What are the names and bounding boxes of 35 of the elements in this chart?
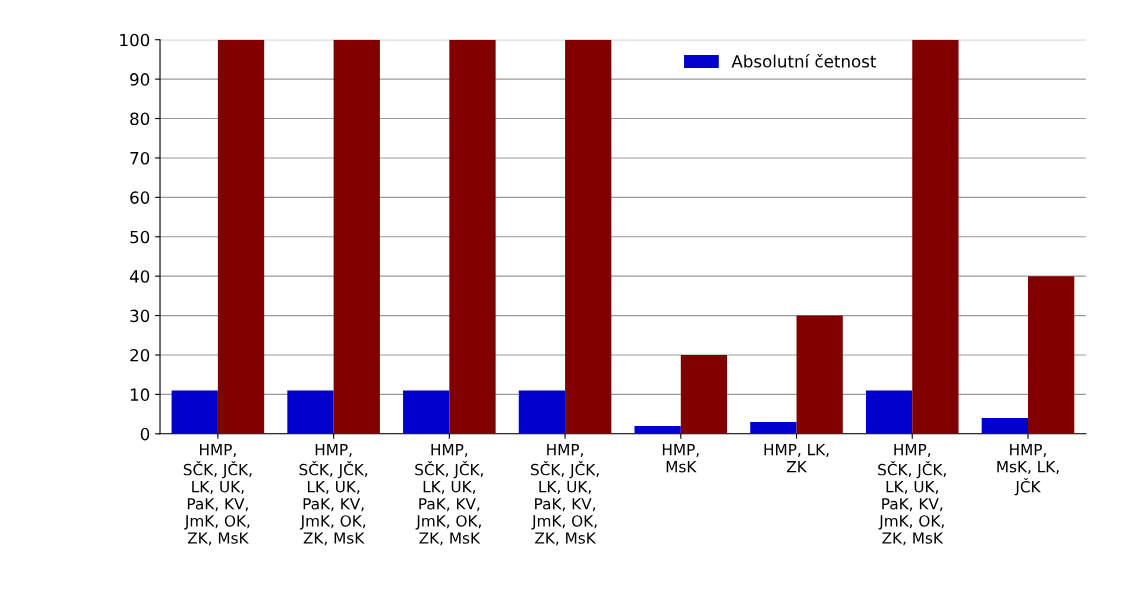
y-tick-label: 60 (130, 191, 150, 204)
bar (1027, 276, 1075, 434)
y-tick-label: 0 (140, 427, 150, 441)
y-tick-label: 10 (130, 388, 150, 401)
x-tick-label: HMP, SČK, JČK, LK, UK, PaK, KV, JmK, OK, ZK, MsK (531, 444, 599, 546)
y-tick-label: 40 (129, 270, 150, 283)
x-tick-label: HMP, SČK, JČK, LK, UK, PaK, KV, JmK, OK, ZK, MsK (878, 444, 946, 546)
x-tick-label: HMP, LK, ZK (764, 444, 829, 473)
bar (171, 390, 218, 434)
x-tick-label: HMP, MsK (662, 444, 699, 473)
bar (333, 39, 380, 434)
y-tick-label: 90 (130, 73, 150, 86)
bar (680, 354, 728, 434)
x-tick-label: HMP, SČK, JČK, LK, UK, PaK, KV, JmK, OK, ZK, MsK (183, 444, 252, 546)
bar (865, 390, 913, 434)
bar (565, 39, 612, 434)
y-tick-label: 100 (120, 33, 150, 47)
y-tick-label: 70 (130, 151, 150, 165)
bar (287, 390, 334, 434)
bar (796, 315, 843, 434)
x-tick-label: HMP, MsK, LK, JČK (997, 444, 1059, 496)
bar (518, 390, 566, 434)
bar (217, 39, 265, 434)
y-tick-label: 30 (130, 309, 150, 323)
bar (981, 418, 1028, 434)
bar (403, 390, 450, 434)
bar (449, 39, 496, 434)
x-tick-label: HMP, SČK, JČK, LK, UK, PaK, KV, JmK, OK, ZK, MsK (299, 444, 368, 546)
bar (912, 39, 959, 434)
legend-label: Absolutní četnost (731, 54, 877, 68)
y-tick-label: 20 (130, 348, 150, 362)
bar (750, 421, 797, 434)
x-tick-label: HMP, SČK, JČK, LK, UK, PaK, KV, JmK, OK, ZK, MsK (415, 444, 483, 546)
y-tick-label: 80 (130, 112, 150, 126)
y-tick-label: 50 (130, 230, 150, 244)
